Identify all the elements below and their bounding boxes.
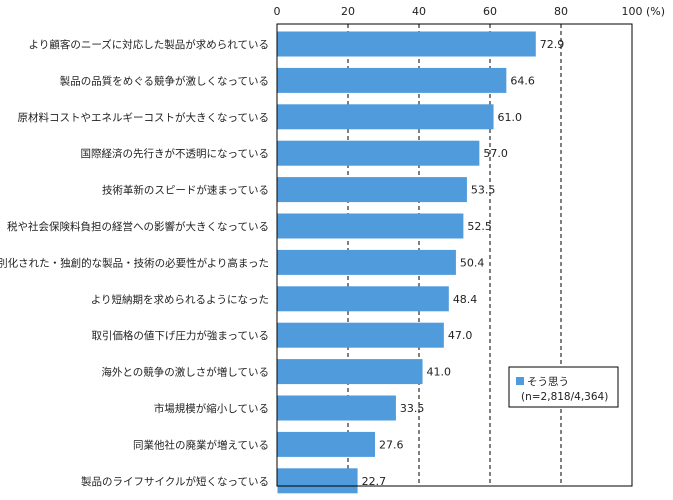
bar — [277, 431, 375, 457]
bar — [277, 140, 480, 166]
x-tick-label: 0 — [274, 5, 281, 18]
category-label: 取引価格の値下げ圧力が強まっている — [91, 329, 269, 342]
plot-frame — [276, 23, 633, 487]
bar — [277, 322, 444, 348]
tick-layer: 0 20 40 60 80 100 (%) — [274, 5, 666, 18]
category-label: 原材料コストやエネルギーコストが大きくなっている — [18, 111, 269, 124]
bar — [277, 31, 536, 57]
category-label: 同業他社の廃業が増えている — [133, 438, 269, 451]
legend-sample-size: (n=2,818/4,364) — [521, 391, 608, 403]
x-tick-label: 60 — [483, 5, 497, 18]
category-label: より短納期を求められるようになった — [91, 293, 269, 306]
category-label: 差別化された・独創的な製品・技術の必要性がより高まった — [0, 256, 269, 269]
category-label: 海外との競争の激しさが増している — [101, 366, 269, 379]
x-tick-label: 100 — [622, 5, 643, 18]
category-label: 製品のライフサイクルが短くなっている — [81, 475, 269, 488]
x-tick-label: 40 — [412, 5, 426, 18]
bar — [277, 468, 358, 494]
value-label: 33.5 — [400, 402, 425, 415]
category-label: 国際経済の先行きが不透明になっている — [81, 147, 269, 160]
value-label: 53.5 — [471, 184, 496, 197]
x-tick-label: 80 — [554, 5, 568, 18]
category-label: 市場規模が縮小している — [154, 402, 269, 415]
bar — [277, 67, 507, 93]
value-label: 52.5 — [467, 220, 492, 233]
category-label: 税や社会保険料負担の経営への影響が大きくなっている — [7, 220, 269, 233]
bar-layer — [277, 31, 536, 494]
legend-swatch — [516, 377, 524, 385]
legend: そう思う (n=2,818/4,364) — [508, 366, 619, 408]
value-label: 27.6 — [379, 438, 404, 451]
bar — [277, 286, 449, 312]
value-label: 72.9 — [540, 38, 565, 51]
value-label: 64.6 — [510, 74, 534, 87]
value-label-layer: 72.9 64.6 61.0 57.0 53.5 52.5 50.4 48.4 47.0 41.0… — [362, 38, 565, 488]
category-label: より顧客のニーズに対応した製品が求められている — [29, 38, 269, 51]
category-label: 製品の品質をめぐる競争が激しくなっている — [60, 74, 269, 87]
value-label: 22.7 — [362, 475, 387, 488]
legend-series-name: そう思う — [527, 376, 569, 388]
bar — [277, 359, 423, 385]
bar — [277, 177, 467, 203]
value-label: 48.4 — [453, 293, 478, 306]
bar — [277, 395, 396, 421]
value-label: 41.0 — [427, 366, 452, 379]
x-tick-label: 20 — [341, 5, 355, 18]
bar — [277, 104, 494, 130]
value-label: 57.0 — [483, 147, 508, 160]
value-label: 50.4 — [460, 256, 485, 269]
category-label-layer: より顧客のニーズに対応した製品が求められている製品の品質をめぐる競争が激しくなっ… — [0, 38, 269, 488]
bar — [277, 249, 456, 275]
x-unit-label: (%) — [646, 5, 665, 18]
value-label: 61.0 — [498, 111, 523, 124]
bar — [277, 213, 464, 239]
legend-box — [508, 366, 619, 408]
value-label: 47.0 — [448, 329, 473, 342]
category-label: 技術革新のスピードが速まっている — [102, 184, 269, 197]
